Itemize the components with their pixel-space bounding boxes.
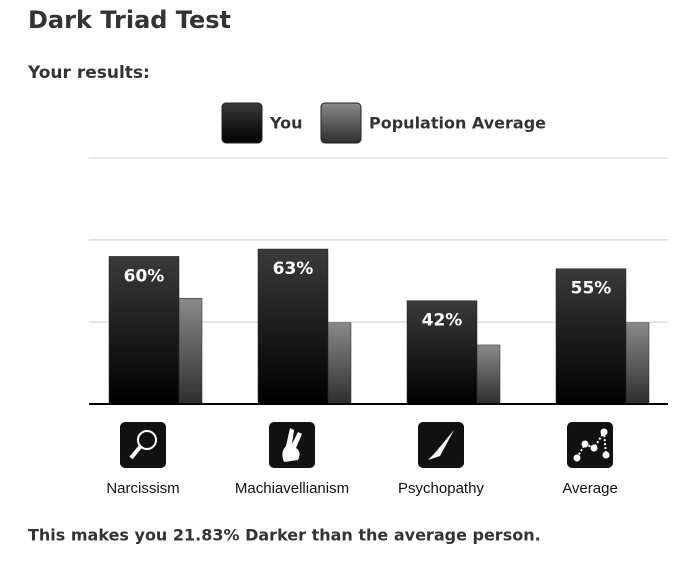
x-tick-label: Machiavellianism	[235, 480, 349, 497]
bar	[257, 248, 329, 405]
subtitle: Your results:	[27, 63, 150, 83]
legend-label: You	[269, 114, 303, 133]
x-tick-label: Narcissism	[106, 480, 179, 497]
x-tick-label: Psychopathy	[398, 480, 484, 497]
bar	[108, 256, 180, 405]
value-label: 42%	[422, 311, 463, 331]
value-label: 55%	[571, 279, 612, 299]
bar	[178, 297, 203, 405]
icons	[120, 422, 613, 468]
x-tick-label: Average	[562, 480, 618, 497]
title: Dark Triad Test	[28, 6, 231, 34]
bar	[476, 344, 501, 405]
value-label: 63%	[273, 259, 314, 279]
legend-swatch	[221, 102, 263, 144]
legend-label: Population Average	[369, 114, 546, 133]
bar	[555, 268, 627, 405]
legend-swatch	[320, 102, 362, 144]
bar	[327, 322, 352, 405]
bar	[406, 300, 478, 405]
value-label: 60%	[124, 266, 165, 286]
footer: This makes you 21.83% Darker than the av…	[28, 526, 541, 545]
bar	[625, 322, 650, 405]
